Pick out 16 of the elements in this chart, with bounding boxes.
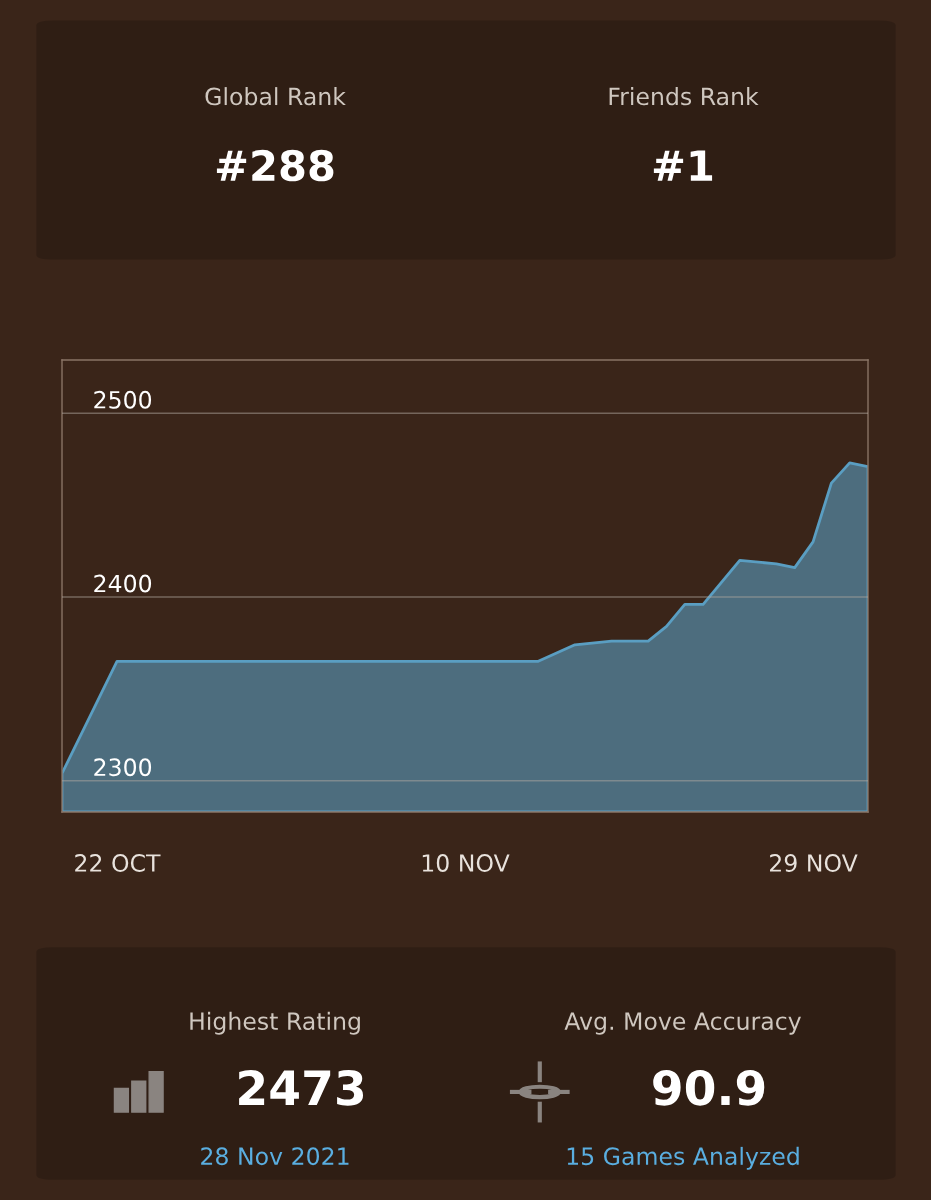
text: #1 <box>653 150 713 181</box>
x-tick-label: 10 NOV <box>422 854 510 872</box>
text: #288 <box>216 149 334 182</box>
text: Avg. Move Accuracy <box>564 1012 801 1035</box>
x-tick-label: 22 OCT <box>75 854 161 872</box>
text: 28 Nov 2021 <box>201 1147 349 1166</box>
y-tick-label: 2400 <box>94 574 152 593</box>
text: 90.9 <box>653 1069 765 1106</box>
text: 2473 <box>239 1069 364 1106</box>
y-tick-label: 2500 <box>94 390 152 409</box>
text: Global Rank <box>205 87 346 106</box>
y-tick-label: 2300 <box>94 758 152 777</box>
x-tick-label: 29 NOV <box>770 854 858 872</box>
text: Highest Rating <box>190 1011 360 1035</box>
text: 15 Games Analyzed <box>567 1146 799 1170</box>
text: Friends Rank <box>609 87 759 106</box>
